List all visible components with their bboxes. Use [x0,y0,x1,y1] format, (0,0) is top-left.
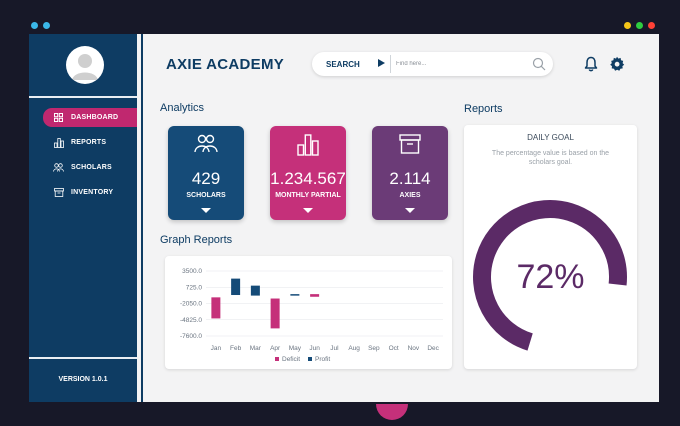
analytics-heading: Analytics [160,102,205,114]
app-window: DASHBOARD REPORTS SCHOLARS INVENTORY VER… [29,34,659,402]
sidebar-item-dashboard[interactable]: DASHBOARD [43,108,137,127]
x-tick-label: Aug [348,345,360,352]
avatar[interactable] [66,46,104,84]
axies-tile[interactable]: 2.114 AXIES [372,126,448,220]
bar-deficit-apr [270,298,280,329]
monthly-partial-value: 1.234.567 [270,169,346,188]
axies-label: AXIES [399,192,421,199]
sidebar-divider [29,96,137,98]
search-bar: SEARCH [312,52,553,76]
x-tick-label: Jul [330,345,339,352]
y-tick-label: -7600.0 [180,333,202,340]
scholars-count: 429 [191,169,221,188]
bar-deficit-jan [211,297,221,319]
search-button-label: SEARCH [326,59,360,69]
sidebar-item-scholars[interactable]: SCHOLARS [43,158,137,177]
bar-chart-icon [53,137,64,148]
scholars-tile[interactable]: 429 SCHOLARS [168,126,244,220]
ring-progress-arc [473,200,627,354]
window-dot-2 [43,22,50,29]
sidebar-border-line [141,34,143,402]
bar-chart-icon [270,134,346,156]
search-divider [390,55,391,73]
graph-reports-card: 3500.0 725.0 -2050.0 -4825.0 -7600.0 Jan Feb Ma… [165,256,452,369]
reports-heading: Reports [464,103,503,115]
decorative-shape [376,404,408,420]
search-input[interactable] [396,56,526,72]
daily-goal-title: DAILY GOAL [527,133,574,142]
sidebar-divider [29,357,137,359]
daily-goal-percent: 72% [516,258,585,296]
sidebar-border [137,34,141,402]
graph-reports-chart: 3500.0 725.0 -2050.0 -4825.0 -7600.0 Jan Feb Ma… [180,268,443,363]
x-tick-label: Jun [309,345,320,352]
daily-goal-description: The percentage value is based on the sch… [491,150,610,166]
x-tick-label: Sep [368,345,380,352]
legend-profit-swatch [308,357,312,361]
monthly-partial-label: MONTHLY PARTIAL [275,192,341,199]
sidebar-item-label: REPORTS [71,139,107,146]
daily-goal-ring [473,200,627,354]
y-tick-label: -2050.0 [180,301,202,308]
archive-icon [53,187,64,198]
window-dot-1 [31,22,38,29]
window-controls-right[interactable] [624,22,655,29]
bar-profit-feb [231,278,241,296]
y-tick-label: 725.0 [186,284,203,291]
users-icon [53,162,64,173]
y-tick-label: 3500.0 [182,268,202,275]
close-button[interactable] [648,22,655,29]
sidebar-item-label: SCHOLARS [71,164,112,171]
daily-goal-card: DAILY GOAL The percentage value is based… [464,125,637,369]
page-title: AXIE ACADEMY [166,56,285,73]
x-tick-label: Oct [389,345,399,352]
sidebar-item-reports[interactable]: REPORTS [43,133,137,152]
bar-profit-may [290,294,300,296]
x-tick-label: Dec [427,345,439,352]
bar-deficit-jun [310,294,320,297]
x-tick-label: Jan [211,345,222,352]
users-icon [168,134,244,154]
x-tick-label: Apr [270,345,281,352]
bar-profit-mar [250,285,260,296]
play-arrow-icon [378,59,385,67]
x-tick-label: May [289,345,302,352]
y-tick-label: -4825.0 [180,317,202,324]
sidebar-item-inventory[interactable]: INVENTORY [43,183,137,202]
maximize-button[interactable] [636,22,643,29]
chevron-down-icon[interactable] [201,208,211,213]
search-button[interactable]: SEARCH [312,52,390,76]
graph-reports-heading: Graph Reports [160,234,233,246]
version-label: VERSION 1.0.1 [58,376,108,383]
x-tick-label: Feb [230,345,242,352]
dashboard-icon [53,112,64,123]
user-avatar-icon [72,54,98,80]
search-icon[interactable] [532,57,546,71]
chevron-down-icon[interactable] [303,208,313,213]
x-tick-label: Mar [250,345,262,352]
legend-deficit-swatch [275,357,279,361]
legend-profit-label: Profit [315,356,330,363]
sidebar: DASHBOARD REPORTS SCHOLARS INVENTORY VER… [29,34,137,402]
axies-count: 2.114 [389,169,431,188]
x-tick-label: Nov [408,345,420,352]
window-controls-left [31,22,50,29]
bell-icon[interactable] [584,56,598,72]
gear-icon[interactable] [609,56,625,72]
legend-deficit-label: Deficit [282,356,300,363]
minimize-button[interactable] [624,22,631,29]
sidebar-item-label: INVENTORY [71,189,114,196]
archive-icon [372,134,448,154]
chevron-down-icon[interactable] [405,208,415,213]
monthly-partial-tile[interactable]: 1.234.567 MONTHLY PARTIAL [270,126,346,220]
sidebar-item-label: DASHBOARD [71,114,119,121]
scholars-label: SCHOLARS [186,192,226,199]
